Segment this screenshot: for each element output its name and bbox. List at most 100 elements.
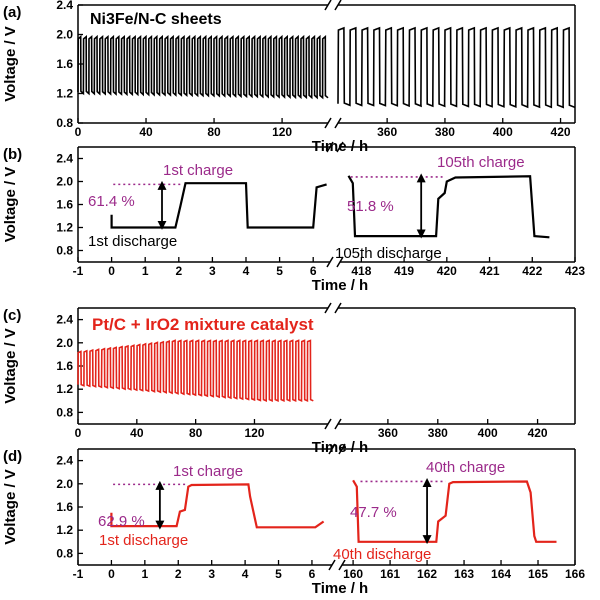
efficiency-label: 47.7 % (350, 504, 397, 521)
x-axis-title: Time / h (312, 580, 368, 597)
x-tick-label: 40 (139, 125, 153, 139)
x-tick-label: -1 (73, 567, 84, 581)
y-tick-label: 1.6 (56, 500, 73, 514)
y-tick-label: 2.4 (56, 313, 73, 327)
x-tick-label: 1 (142, 264, 149, 278)
y-tick-label: 2.0 (56, 175, 73, 189)
discharge-label: 105th discharge (335, 245, 442, 262)
axis-break-mark (326, 141, 334, 153)
x-tick-label: 4 (243, 264, 250, 278)
x-tick-label: 360 (378, 426, 398, 440)
x-tick-label: 6 (310, 264, 317, 278)
x-axis-title: Time / h (312, 439, 368, 456)
voltage-trace-segment-2 (347, 175, 550, 239)
axis-break-mark (328, 559, 336, 571)
y-tick-label: 2.4 (56, 0, 73, 12)
axis-break-mark (324, 418, 332, 430)
y-axis-title: Voltage / V (2, 469, 19, 545)
x-tick-label: 164 (491, 567, 511, 581)
x-tick-label: 80 (207, 125, 221, 139)
x-tick-label: 423 (565, 264, 585, 278)
x-tick-label: 5 (276, 264, 283, 278)
x-tick-label: 5 (275, 567, 282, 581)
x-tick-label: 1 (141, 567, 148, 581)
axis-break-mark (334, 0, 342, 11)
y-tick-label: 1.2 (56, 221, 73, 235)
axis-break-mark (334, 302, 342, 314)
x-tick-label: 120 (272, 125, 292, 139)
y-axis-title: Voltage / V (2, 26, 19, 102)
y-tick-label: 2.4 (56, 152, 73, 166)
charge-label: 105th charge (437, 154, 525, 171)
x-tick-label: 0 (108, 264, 115, 278)
panel-label: Pt/C + IrO2 mixture catalyst (92, 315, 314, 334)
x-tick-label: 422 (522, 264, 542, 278)
axis-break-mark (324, 117, 332, 129)
x-tick-label: 165 (528, 567, 548, 581)
x-tick-label: 0 (108, 567, 115, 581)
y-axis-title: Voltage / V (2, 328, 19, 404)
x-tick-label: 163 (454, 567, 474, 581)
x-tick-label: 0 (75, 125, 82, 139)
x-tick-label: 2 (175, 567, 182, 581)
panel-label: Ni3Fe/N-C sheets (90, 11, 222, 28)
x-tick-label: 6 (309, 567, 316, 581)
discharge-label: 1st discharge (88, 233, 177, 250)
voltage-trace-segment-1 (77, 34, 329, 100)
y-tick-label: 1.6 (56, 57, 73, 71)
axis-break-mark (324, 302, 332, 314)
charge-label: 1st charge (173, 463, 243, 480)
y-tick-label: 1.6 (56, 359, 73, 373)
x-axis-title: Time / h (312, 277, 368, 294)
x-tick-label: 400 (493, 125, 513, 139)
x-tick-label: 420 (551, 125, 571, 139)
x-tick-label: 380 (435, 125, 455, 139)
efficiency-label: 51.8 % (347, 198, 394, 215)
y-tick-label: 2.0 (56, 477, 73, 491)
efficiency-label: 61.4 % (88, 193, 135, 210)
panel-tag: (b) (3, 146, 22, 163)
axis-break-mark (326, 256, 334, 268)
y-tick-label: 2.0 (56, 336, 73, 350)
y-axis-title: Voltage / V (2, 167, 19, 243)
axis-break-mark (324, 0, 332, 11)
x-tick-label: 418 (351, 264, 371, 278)
y-tick-label: 1.2 (56, 382, 73, 396)
y-tick-label: 0.8 (56, 116, 73, 130)
x-tick-label: 80 (189, 426, 203, 440)
x-tick-label: 419 (394, 264, 414, 278)
x-tick-label: -1 (73, 264, 84, 278)
y-tick-label: 2.0 (56, 28, 73, 42)
charge-label: 1st charge (163, 162, 233, 179)
voltage-trace-segment-2 (352, 479, 557, 543)
discharge-label: 40th discharge (333, 546, 431, 563)
efficiency-label: 62.9 % (98, 513, 145, 530)
y-tick-label: 0.8 (56, 405, 73, 419)
discharge-label: 1st discharge (99, 532, 188, 549)
y-tick-label: 1.2 (56, 87, 73, 101)
x-tick-label: 421 (480, 264, 500, 278)
axis-break-mark (336, 141, 344, 153)
y-tick-label: 1.6 (56, 198, 73, 212)
x-tick-label: 166 (565, 567, 585, 581)
x-tick-label: 360 (377, 125, 397, 139)
y-tick-label: 0.8 (56, 244, 73, 258)
y-tick-label: 2.4 (56, 454, 73, 468)
y-tick-label: 0.8 (56, 546, 73, 560)
x-tick-label: 420 (437, 264, 457, 278)
x-tick-label: 400 (478, 426, 498, 440)
voltage-trace-segment-1 (110, 182, 327, 229)
x-tick-label: 380 (428, 426, 448, 440)
x-tick-label: 3 (208, 567, 215, 581)
axis-break-mark (328, 443, 336, 455)
panel-tag: (c) (3, 307, 21, 324)
axis-break-mark (338, 559, 346, 571)
axis-break-mark (334, 418, 342, 430)
x-tick-label: 161 (380, 567, 400, 581)
x-tick-label: 120 (244, 426, 264, 440)
x-tick-label: 40 (130, 426, 144, 440)
x-tick-label: 3 (209, 264, 216, 278)
x-tick-label: 2 (175, 264, 182, 278)
x-tick-label: 4 (242, 567, 249, 581)
